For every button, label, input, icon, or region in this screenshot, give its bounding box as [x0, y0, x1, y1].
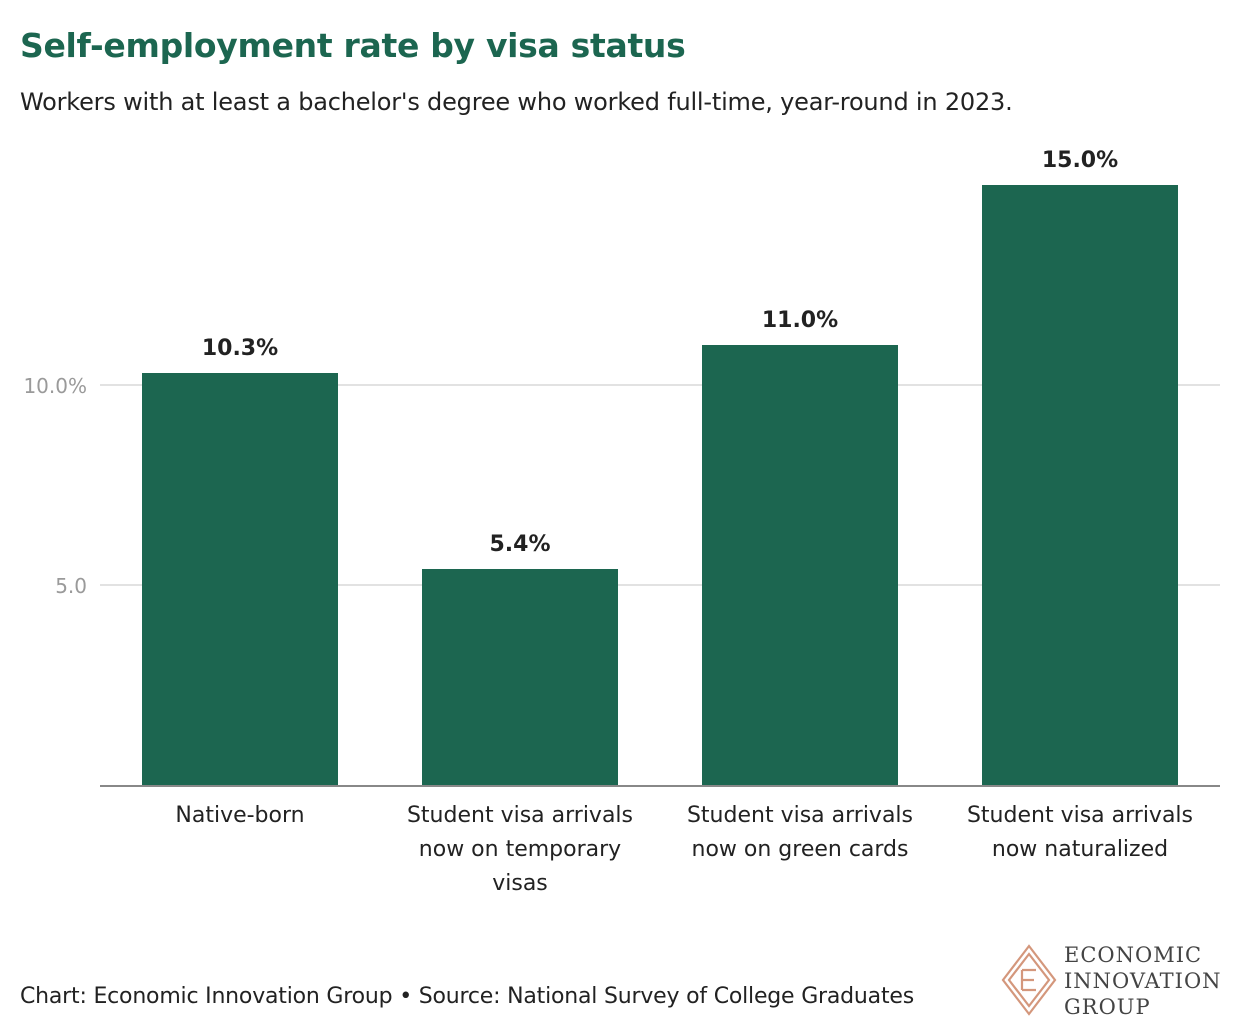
chart-subtitle: Workers with at least a bachelor's degre… [20, 88, 1013, 116]
logo-line-2: INNOVATION [1064, 969, 1222, 993]
x-tick-label: now on temporary [419, 837, 621, 862]
x-tick-label: Student visa arrivals [407, 803, 633, 828]
x-tick-label: now on green cards [692, 837, 909, 862]
bar [702, 345, 898, 785]
data-label: 15.0% [1042, 148, 1118, 173]
x-tick-label: Student visa arrivals [687, 803, 913, 828]
y-tick-label: 5.0 [55, 574, 87, 598]
bar [982, 185, 1178, 785]
eig-logo-text: ECONOMIC INNOVATION GROUP [1064, 942, 1222, 1020]
logo-line-1: ECONOMIC [1064, 943, 1203, 967]
x-tick-label: visas [492, 871, 548, 896]
bar [422, 569, 618, 785]
bar-chart: 5.0 10.0% 10.3% Native-born 5.4% Student visa… [23, 148, 1220, 896]
logo-line-3: GROUP [1064, 995, 1151, 1019]
x-tick-label: Native-born [175, 803, 304, 828]
data-label: 5.4% [489, 532, 550, 557]
eig-diamond-icon [1001, 944, 1057, 1016]
data-label: 11.0% [762, 308, 838, 333]
chart-source-footer: Chart: Economic Innovation Group • Sourc… [20, 984, 914, 1009]
y-tick-label: 10.0% [23, 374, 87, 398]
bar [142, 373, 338, 785]
eig-logo: ECONOMIC INNOVATION GROUP [996, 940, 1226, 1020]
chart-title: Self-employment rate by visa status [20, 26, 686, 65]
x-tick-label: now naturalized [992, 837, 1168, 862]
data-label: 10.3% [202, 336, 278, 361]
x-tick-label: Student visa arrivals [967, 803, 1193, 828]
